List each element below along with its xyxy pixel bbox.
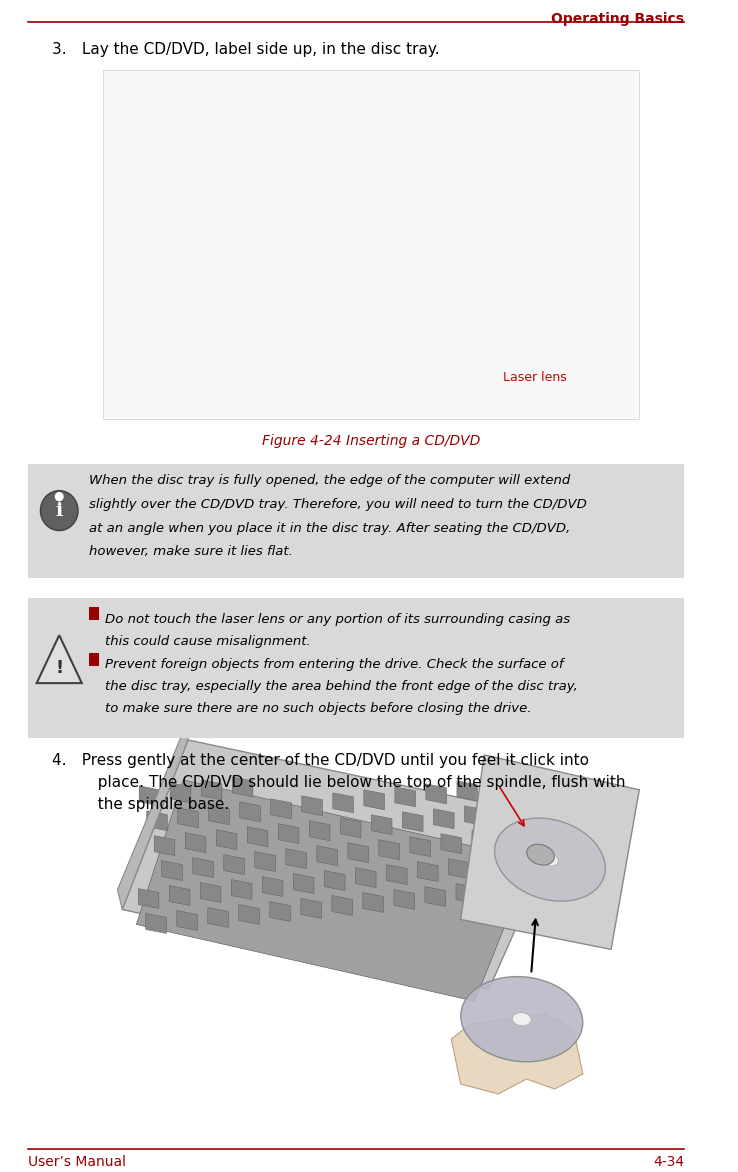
Polygon shape xyxy=(364,790,384,810)
Circle shape xyxy=(41,491,78,531)
Polygon shape xyxy=(395,786,415,806)
Polygon shape xyxy=(472,831,493,851)
Text: this could cause misalignment.: this could cause misalignment. xyxy=(106,635,311,648)
Polygon shape xyxy=(123,740,564,989)
Polygon shape xyxy=(457,781,477,800)
Polygon shape xyxy=(371,815,392,834)
Polygon shape xyxy=(379,839,399,859)
Polygon shape xyxy=(247,826,268,846)
Bar xyxy=(89,653,99,666)
Polygon shape xyxy=(394,890,415,909)
Circle shape xyxy=(55,492,63,500)
Polygon shape xyxy=(451,1014,583,1093)
FancyBboxPatch shape xyxy=(28,464,684,579)
Polygon shape xyxy=(302,796,323,816)
Polygon shape xyxy=(441,833,461,853)
Polygon shape xyxy=(387,865,407,885)
Polygon shape xyxy=(464,806,485,826)
Polygon shape xyxy=(255,852,275,872)
Polygon shape xyxy=(340,818,361,838)
Polygon shape xyxy=(270,901,291,921)
Polygon shape xyxy=(224,854,244,874)
FancyBboxPatch shape xyxy=(28,599,684,738)
Polygon shape xyxy=(162,860,182,880)
Polygon shape xyxy=(410,837,430,857)
Text: 4-34: 4-34 xyxy=(653,1154,684,1168)
Polygon shape xyxy=(170,783,191,803)
Polygon shape xyxy=(426,784,446,804)
Ellipse shape xyxy=(527,844,554,865)
Ellipse shape xyxy=(512,1013,531,1026)
Polygon shape xyxy=(461,755,639,949)
Polygon shape xyxy=(480,856,500,875)
Polygon shape xyxy=(449,859,469,879)
Polygon shape xyxy=(209,805,230,825)
Polygon shape xyxy=(240,802,261,822)
Text: the spindle base.: the spindle base. xyxy=(52,797,229,812)
Text: at an angle when you place it in the disc tray. After seating the CD/DVD,: at an angle when you place it in the dis… xyxy=(89,522,570,534)
Text: slightly over the CD/DVD tray. Therefore, you will need to turn the CD/DVD: slightly over the CD/DVD tray. Therefore… xyxy=(89,498,587,511)
Polygon shape xyxy=(200,883,221,902)
Polygon shape xyxy=(138,888,159,908)
Polygon shape xyxy=(356,867,376,887)
Text: Laser lens: Laser lens xyxy=(503,372,567,384)
Text: Prevent foreign objects from entering the drive. Check the surface of: Prevent foreign objects from entering th… xyxy=(106,659,564,672)
Polygon shape xyxy=(293,873,314,893)
Text: however, make sure it lies flat.: however, make sure it lies flat. xyxy=(89,545,293,559)
Polygon shape xyxy=(402,812,423,832)
Text: the disc tray, especially the area behind the front edge of the disc tray,: the disc tray, especially the area behin… xyxy=(106,680,578,693)
Text: 4. Press gently at the center of the CD/DVD until you feel it click into: 4. Press gently at the center of the CD/… xyxy=(52,752,589,768)
Polygon shape xyxy=(348,843,368,863)
Text: Figure 4-24 Inserting a CD/DVD: Figure 4-24 Inserting a CD/DVD xyxy=(262,434,480,448)
Polygon shape xyxy=(332,895,353,915)
Polygon shape xyxy=(232,777,253,797)
Text: Operating Basics: Operating Basics xyxy=(551,12,684,26)
Polygon shape xyxy=(309,820,330,840)
Polygon shape xyxy=(176,911,198,931)
Polygon shape xyxy=(117,720,188,909)
Polygon shape xyxy=(487,880,508,900)
Text: i: i xyxy=(55,502,63,519)
Polygon shape xyxy=(418,861,438,881)
Polygon shape xyxy=(154,836,175,856)
Polygon shape xyxy=(145,913,166,933)
Polygon shape xyxy=(178,808,199,827)
Bar xyxy=(89,607,99,620)
Polygon shape xyxy=(425,886,446,906)
Polygon shape xyxy=(239,905,260,925)
Text: 3. Lay the CD/DVD, label side up, in the disc tray.: 3. Lay the CD/DVD, label side up, in the… xyxy=(52,42,439,57)
Polygon shape xyxy=(324,871,345,891)
Polygon shape xyxy=(433,809,454,829)
Polygon shape xyxy=(193,858,213,878)
Polygon shape xyxy=(286,849,306,868)
Polygon shape xyxy=(201,779,222,799)
Polygon shape xyxy=(185,832,206,853)
Polygon shape xyxy=(137,779,531,1001)
Polygon shape xyxy=(317,846,337,866)
Polygon shape xyxy=(301,899,322,919)
Polygon shape xyxy=(271,799,292,819)
Polygon shape xyxy=(169,886,190,906)
FancyBboxPatch shape xyxy=(103,70,639,418)
Text: User’s Manual: User’s Manual xyxy=(28,1154,126,1168)
Polygon shape xyxy=(363,893,384,913)
Polygon shape xyxy=(147,811,168,831)
Polygon shape xyxy=(208,907,229,927)
Text: When the disc tray is fully opened, the edge of the computer will extend: When the disc tray is fully opened, the … xyxy=(89,473,570,486)
Text: to make sure there are no such objects before closing the drive.: to make sure there are no such objects b… xyxy=(106,702,532,715)
Text: Do not touch the laser lens or any portion of its surrounding casing as: Do not touch the laser lens or any porti… xyxy=(106,613,570,626)
Text: !: ! xyxy=(55,659,63,677)
Ellipse shape xyxy=(542,853,558,866)
Polygon shape xyxy=(262,877,283,897)
Ellipse shape xyxy=(461,976,583,1062)
Text: place. The CD/DVD should lie below the top of the spindle, flush with: place. The CD/DVD should lie below the t… xyxy=(52,775,625,790)
Polygon shape xyxy=(216,830,237,850)
Polygon shape xyxy=(139,786,160,806)
Ellipse shape xyxy=(494,818,605,901)
Polygon shape xyxy=(333,792,354,812)
Polygon shape xyxy=(278,824,299,844)
Polygon shape xyxy=(37,635,82,683)
Polygon shape xyxy=(456,884,477,904)
Polygon shape xyxy=(231,879,252,900)
